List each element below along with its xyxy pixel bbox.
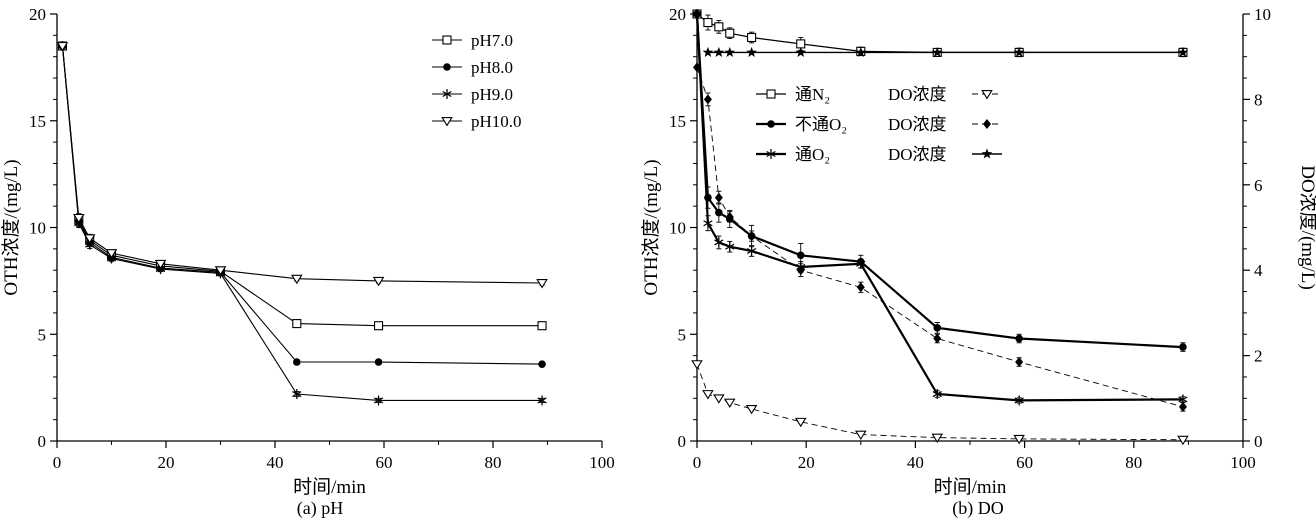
series-3: [56, 42, 548, 289]
legend-label: 不通O₂: [795, 115, 847, 134]
series-5: [702, 46, 1189, 57]
x-axis-label: 时间/min: [293, 476, 366, 498]
y-right-tick-label: 2: [1254, 347, 1263, 366]
chart-b-caption: (b) DO: [952, 498, 1004, 518]
x-tick-label: 0: [53, 453, 62, 472]
y-left-tick-label: 0: [38, 432, 47, 451]
x-tick-label: 100: [1230, 453, 1256, 472]
axes: 0 20 40 60 80 100 0 5 10 15 20 0 2 4 6 8 10 时间/min OTH浓度/(…: [640, 5, 1316, 498]
x-tick-label: 40: [267, 453, 284, 472]
series-2: [692, 9, 1188, 406]
legend: pH7.0 pH8.0 pH9.0 pH10.0: [432, 31, 522, 131]
series-3: [691, 360, 1189, 446]
chart-b-canvas: 0 20 40 60 80 100 0 5 10 15 20 0 2 4 6 8 10 时间/min OTH浓度/(…: [640, 5, 1316, 498]
y-right-tick-label: 8: [1254, 90, 1263, 109]
legend-label: DO浓度: [888, 85, 947, 104]
y-left-tick-label: 10: [29, 219, 46, 238]
x-axis-label: 时间/min: [934, 476, 1007, 498]
x-tick-label: 80: [1125, 453, 1142, 472]
y-left-tick-label: 15: [669, 112, 686, 131]
legend-label: pH9.0: [471, 85, 513, 104]
legend-label: DO浓度: [888, 115, 947, 134]
legend-label: pH8.0: [471, 58, 513, 77]
x-tick-label: 80: [485, 453, 502, 472]
series-0: [692, 9, 1188, 58]
y-right-tick-label: 4: [1254, 261, 1263, 280]
panel-a: 0 20 40 60 80 100 0 5 10 15 20 时间/min OTH浓度/(mg/L) pH…: [0, 0, 640, 531]
y-left-axis-label: OTH浓度/(mg/L): [640, 159, 662, 295]
panel-b: 0 20 40 60 80 100 0 5 10 15 20 0 2 4 6 8 10 时间/min OTH浓度/(…: [640, 0, 1316, 531]
chart-a-canvas: 0 20 40 60 80 100 0 5 10 15 20 时间/min OTH浓度/(mg/L) pH…: [0, 5, 615, 498]
legend-label: DO浓度: [888, 145, 947, 164]
y-right-tick-label: 0: [1254, 432, 1263, 451]
series-1: [693, 10, 1187, 352]
axes: 0 20 40 60 80 100 0 5 10 15 20 时间/min OTH浓度/(mg/L): [0, 5, 615, 498]
legend-label: pH10.0: [471, 112, 522, 131]
x-tick-label: 60: [1016, 453, 1033, 472]
y-right-axis-label: DO浓度/(mg/L): [1297, 165, 1316, 290]
x-tick-label: 40: [907, 453, 924, 472]
y-left-tick-label: 5: [38, 325, 47, 344]
y-left-axis-label: OTH浓度/(mg/L): [0, 159, 22, 295]
x-tick-label: 0: [693, 453, 702, 472]
y-left-tick-label: 5: [678, 325, 687, 344]
legend-label: pH7.0: [471, 31, 513, 50]
legend-label: 通O₂: [795, 145, 830, 164]
chart-a-caption: (a) pH: [296, 498, 344, 518]
y-right-tick-label: 10: [1254, 5, 1271, 24]
x-tick-label: 20: [798, 453, 815, 472]
y-right-tick-label: 6: [1254, 176, 1263, 195]
y-left-tick-label: 15: [29, 112, 46, 131]
y-left-tick-label: 0: [678, 432, 687, 451]
y-left-tick-label: 20: [669, 5, 686, 24]
series-4: [693, 62, 1187, 412]
x-tick-label: 20: [158, 453, 175, 472]
legend-label: 通N₂: [795, 85, 830, 104]
x-tick-label: 60: [376, 453, 393, 472]
x-tick-label: 100: [589, 453, 615, 472]
y-left-tick-label: 20: [29, 5, 46, 24]
y-left-tick-label: 10: [669, 219, 686, 238]
